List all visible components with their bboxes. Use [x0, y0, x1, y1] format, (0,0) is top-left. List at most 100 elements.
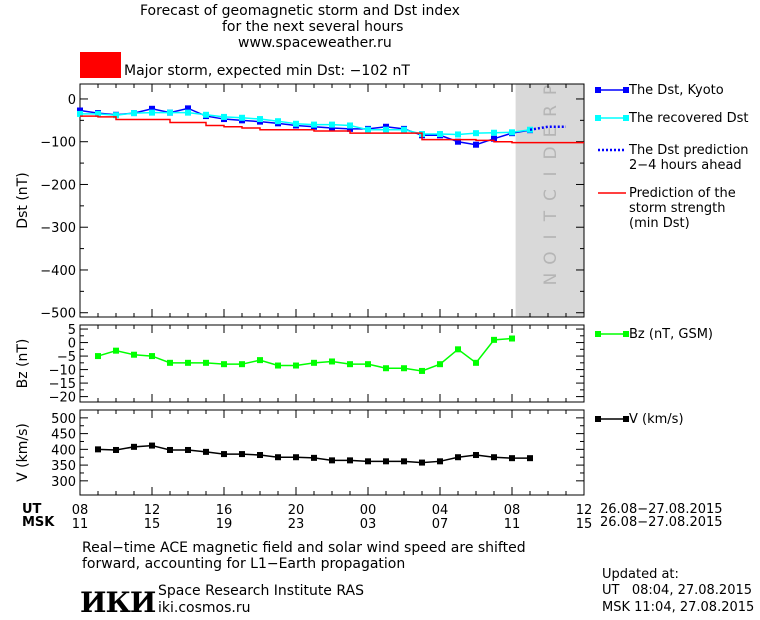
y-tick-label: −100 — [40, 136, 76, 151]
data-point — [347, 125, 353, 132]
data-point — [365, 458, 371, 465]
data-point — [239, 361, 245, 368]
data-point — [329, 358, 335, 365]
data-point — [293, 120, 299, 127]
x-tick-label-ut: 00 — [360, 503, 377, 518]
prediction-label-letter: O — [541, 251, 561, 264]
data-point — [311, 454, 317, 461]
chart-title-line-3: www.spaceweather.ru — [238, 35, 392, 51]
x-tick-label-ut: 08 — [72, 503, 89, 518]
data-point — [365, 361, 371, 368]
data-point — [113, 446, 119, 453]
data-point — [347, 122, 353, 129]
date-range-msk: 26.08−27.08.2015 — [600, 515, 723, 530]
x-tick-label-ut: 08 — [504, 503, 521, 518]
legend-marker — [595, 416, 601, 422]
y-tick-label: 0 — [68, 337, 76, 352]
legend-marker — [623, 115, 629, 121]
data-point — [437, 131, 443, 138]
data-point — [293, 362, 299, 369]
series-line — [97, 337, 513, 372]
institute-site: iki.cosmos.ru — [158, 600, 251, 616]
legend-label: The recovered Dst — [628, 111, 748, 126]
data-point — [185, 109, 191, 116]
x-tick-label-msk: 07 — [432, 517, 449, 532]
data-point — [149, 105, 155, 112]
msk-axis-label: MSK — [22, 515, 55, 530]
y-tick-label: −10 — [49, 364, 76, 379]
data-point — [275, 362, 281, 369]
updated-ut: UT 08:04, 27.08.2015 — [602, 583, 753, 598]
data-point — [509, 129, 515, 136]
prediction-label-letter: C — [541, 189, 561, 201]
y-tick-label: 5 — [68, 323, 76, 338]
note-line-2: forward, accounting for L1−Earth propaga… — [82, 556, 406, 572]
data-point — [131, 110, 137, 117]
data-point — [203, 111, 209, 118]
data-point — [509, 335, 515, 342]
data-point — [113, 112, 119, 119]
data-point — [221, 451, 227, 458]
data-point — [167, 109, 173, 116]
updated-msk: MSK 11:04, 27.08.2015 — [602, 600, 755, 615]
x-tick-label-ut: 12 — [576, 503, 593, 518]
y-tick-label: 400 — [51, 443, 76, 458]
prediction-label-letter: N — [541, 273, 561, 286]
legend-label: The Dst prediction — [628, 143, 749, 158]
prediction-label-letter: I — [541, 234, 561, 239]
data-point — [221, 361, 227, 368]
ut-axis-label: UT — [22, 502, 42, 517]
y-axis-label: Bz (nT) — [15, 339, 31, 389]
data-point — [167, 446, 173, 453]
data-point — [95, 353, 101, 360]
prediction-label-letter: P — [541, 85, 561, 95]
data-point — [383, 126, 389, 133]
legend-label: Bz (nT, GSM) — [629, 327, 713, 342]
series-line — [80, 115, 584, 144]
data-point — [311, 121, 317, 128]
x-tick-label-msk: 19 — [216, 517, 233, 532]
data-point — [455, 131, 461, 138]
data-point — [167, 359, 173, 366]
y-axis-label: Dst (nT) — [15, 172, 31, 228]
data-point — [401, 126, 407, 133]
data-point — [311, 359, 317, 366]
storm-level-swatch — [80, 52, 121, 78]
data-point — [131, 443, 137, 450]
data-point — [347, 457, 353, 464]
data-point — [419, 459, 425, 466]
date-range-ut: 26.08−27.08.2015 — [600, 502, 723, 517]
data-point — [383, 365, 389, 372]
data-point — [401, 365, 407, 372]
legend-marker — [595, 331, 601, 337]
data-point — [455, 454, 461, 461]
data-point — [491, 135, 497, 142]
y-tick-label: −5 — [57, 350, 76, 365]
data-point — [185, 105, 191, 112]
chart-title-line-1: Forecast of geomagnetic storm and Dst in… — [140, 3, 460, 19]
data-point — [95, 446, 101, 453]
x-tick-label-ut: 04 — [432, 503, 449, 518]
data-point — [203, 359, 209, 366]
data-point — [509, 455, 515, 462]
x-tick-label-msk: 11 — [72, 517, 89, 532]
data-point — [473, 141, 479, 148]
data-point — [275, 118, 281, 125]
y-tick-label: 500 — [51, 412, 76, 427]
prediction-label-letter: T — [541, 210, 561, 222]
y-tick-label: −300 — [40, 221, 76, 236]
data-point — [491, 129, 497, 136]
legend-marker — [595, 87, 601, 93]
y-tick-label: −200 — [40, 178, 76, 193]
data-point — [221, 113, 227, 120]
data-point — [239, 451, 245, 458]
y-tick-label: 300 — [51, 475, 76, 490]
data-point — [257, 452, 263, 459]
x-tick-label-ut: 16 — [216, 503, 233, 518]
institute-name: Space Research Institute RAS — [158, 583, 364, 599]
x-tick-label-msk: 15 — [576, 517, 593, 532]
legend-label: V (km/s) — [629, 412, 684, 427]
data-point — [95, 110, 101, 117]
prediction-region — [515, 84, 584, 317]
data-point — [383, 458, 389, 465]
